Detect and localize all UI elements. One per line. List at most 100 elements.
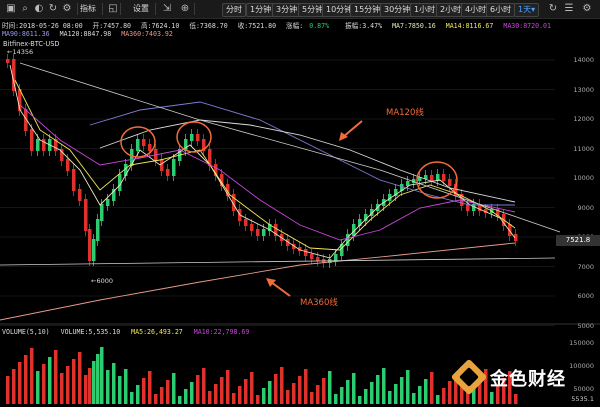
volume-bar [286, 390, 290, 404]
volume-bar [274, 374, 278, 404]
volume-bar [232, 393, 236, 404]
candle [72, 169, 76, 191]
info-high: 高:7624.10 [141, 22, 180, 30]
settings-icon[interactable]: ⚙ [62, 3, 72, 14]
ma-info: MA90:8611.36 MA120:8847.98 MA360:7403.92 [2, 30, 179, 38]
period-tab-2[interactable]: 3分钟 [272, 3, 302, 17]
candle [448, 179, 452, 186]
volume-bar [256, 395, 260, 404]
current-price-tag: 7521.8 [556, 235, 600, 246]
info-change-value: 0.87% [309, 22, 330, 30]
period-tab-5[interactable]: 15分钟 [350, 3, 385, 17]
volume-bar [148, 371, 152, 404]
candle [88, 229, 92, 261]
price-axis-tick: 5000 [577, 321, 594, 330]
volume-bar [250, 372, 254, 404]
period-tab-10[interactable]: 6小时 [486, 3, 516, 17]
drawing-icon[interactable]: ◐ [34, 3, 44, 14]
candle [106, 199, 110, 206]
ohlc-info: 时间:2018-05-26 08:00 开:7457.80 高:7624.10 … [2, 20, 557, 30]
info-change-label: 涨幅: [286, 22, 304, 30]
candle [36, 139, 40, 151]
volume-bar [48, 357, 52, 404]
volume-bar [376, 375, 380, 404]
ma120-arrow-head [339, 132, 348, 141]
highlight-circle-2 [176, 121, 212, 153]
candle [172, 159, 176, 176]
volume-value: VOLUME:5,535.10 [60, 328, 121, 336]
info-close: 收:7521.80 [237, 22, 277, 30]
info-amplitude: 振幅:3.47% [345, 22, 383, 30]
indicator-button[interactable]: 指标 [80, 4, 96, 13]
toolbar: ▣ ⌕ ◐ ↻ ⚙ 指标 ◱ 设置 ⇲ ⊕ 分时 1分钟 3分钟 5分钟 10分… [0, 0, 600, 19]
price-axis-tick: 14000 [573, 56, 594, 64]
candle [226, 184, 230, 196]
ma30-line [19, 104, 516, 241]
period-dropdown-label: 1天 [518, 5, 532, 14]
candle [130, 149, 134, 166]
volume-bar [514, 394, 518, 404]
candle [250, 224, 254, 231]
volume-bar [184, 389, 188, 404]
period-tab-3[interactable]: 5分钟 [298, 3, 328, 17]
volume-bar [436, 395, 440, 404]
candle [478, 204, 482, 211]
search-icon[interactable]: ⌕ [22, 3, 28, 14]
volume-bar [130, 392, 134, 404]
gear-icon[interactable]: ⚙ [582, 3, 592, 14]
price-axis-tick: 9000 [577, 203, 594, 212]
volume-bar [96, 354, 100, 404]
volume-bar [6, 376, 10, 404]
volume-bar [60, 373, 64, 404]
volume-bar [442, 388, 446, 404]
info-low: 低:7368.70 [189, 22, 228, 30]
volume-bar [394, 384, 398, 404]
candle [256, 229, 260, 236]
volume-bar [136, 385, 140, 404]
volume-label: VOLUME(5,10) [2, 328, 50, 336]
volume-bar [466, 390, 470, 404]
volume-bar [72, 359, 76, 404]
candle [202, 139, 206, 151]
volume-bar [382, 368, 386, 404]
volume-axis-tick: 50000 [573, 385, 594, 393]
volume-bar [478, 376, 482, 404]
candle [484, 209, 488, 213]
volume-bar [502, 378, 506, 404]
more-icon[interactable]: ☰ [564, 3, 574, 14]
period-tab-4[interactable]: 10分钟 [322, 3, 357, 17]
sync-icon[interactable]: ↻ [48, 3, 58, 14]
candle [30, 129, 34, 151]
chart-type-icon[interactable]: ▣ [6, 3, 16, 14]
candle [92, 239, 96, 261]
price-axis-tick: 6000 [577, 292, 594, 300]
volume-bar [66, 366, 70, 404]
candle [304, 249, 308, 256]
price-axis-tick: 7000 [577, 262, 594, 271]
volume-bar [54, 350, 58, 404]
period-tab-0[interactable]: 分时 [222, 3, 246, 17]
settings-button[interactable]: 设置 [133, 4, 149, 13]
volume-bar [190, 382, 194, 404]
candle [54, 139, 58, 151]
ma120-arrow [342, 120, 363, 138]
volume-bar [364, 389, 368, 404]
period-dropdown[interactable]: 1天▾ [514, 3, 540, 17]
trend-line-upper [19, 62, 561, 233]
candle [424, 175, 428, 179]
volume-bar [508, 371, 512, 404]
volume-bar [166, 380, 170, 404]
info-ma7: MA7:7850.16 [392, 22, 436, 30]
volume-bar [226, 370, 230, 404]
candle [118, 174, 122, 191]
period-tab-8[interactable]: 2小时 [436, 3, 466, 17]
candle [78, 189, 82, 201]
volume-bar [370, 382, 374, 404]
refresh-icon[interactable]: ↻ [548, 3, 558, 14]
candle [412, 179, 416, 183]
toggle-icon[interactable]: ◱ [108, 3, 118, 14]
fullscreen-icon[interactable]: ⇲ [162, 3, 172, 14]
candle [508, 224, 512, 236]
zoom-icon[interactable]: ⊕ [180, 3, 190, 14]
